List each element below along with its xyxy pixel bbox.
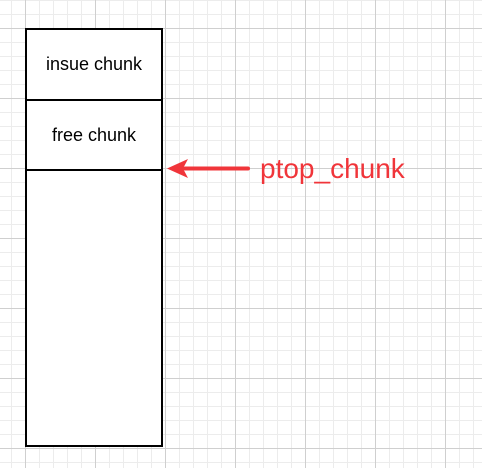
free-chunk-block: free chunk: [27, 101, 161, 171]
insue-chunk-label: insue chunk: [45, 54, 143, 74]
free-chunk-label: free chunk: [51, 124, 137, 145]
arrow-head: [167, 159, 188, 178]
heap-stack: insue chunk free chunk: [25, 28, 163, 447]
insue-chunk-block: insue chunk: [27, 30, 161, 101]
ptop-chunk-label: ptop_chunk: [260, 153, 405, 184]
